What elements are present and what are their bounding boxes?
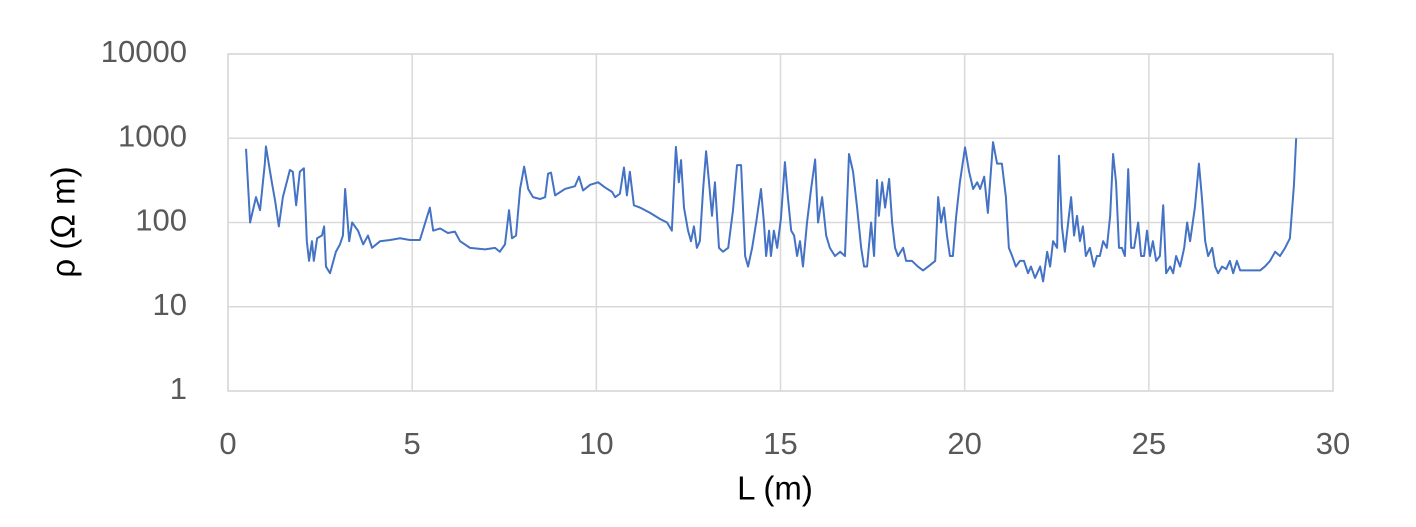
x-tick-label: 15 xyxy=(763,426,797,461)
data-line xyxy=(245,138,1298,283)
x-tick-label: 5 xyxy=(404,426,421,461)
x-axis-title: L (m) xyxy=(737,470,813,507)
x-tick-label: 30 xyxy=(1316,426,1350,461)
y-axis-title: ρ (Ω m) xyxy=(45,166,82,277)
x-tick-label: 20 xyxy=(947,426,981,461)
x-tick-label: 0 xyxy=(219,426,236,461)
y-tick-label: 100 xyxy=(135,203,187,238)
y-tick-label: 1000 xyxy=(118,118,187,153)
y-tick-label: 1 xyxy=(170,371,187,406)
y-tick-label: 10 xyxy=(153,287,187,322)
x-tick-label: 10 xyxy=(579,426,613,461)
x-tick-label: 25 xyxy=(1132,426,1166,461)
y-tick-label: 10000 xyxy=(101,34,187,69)
